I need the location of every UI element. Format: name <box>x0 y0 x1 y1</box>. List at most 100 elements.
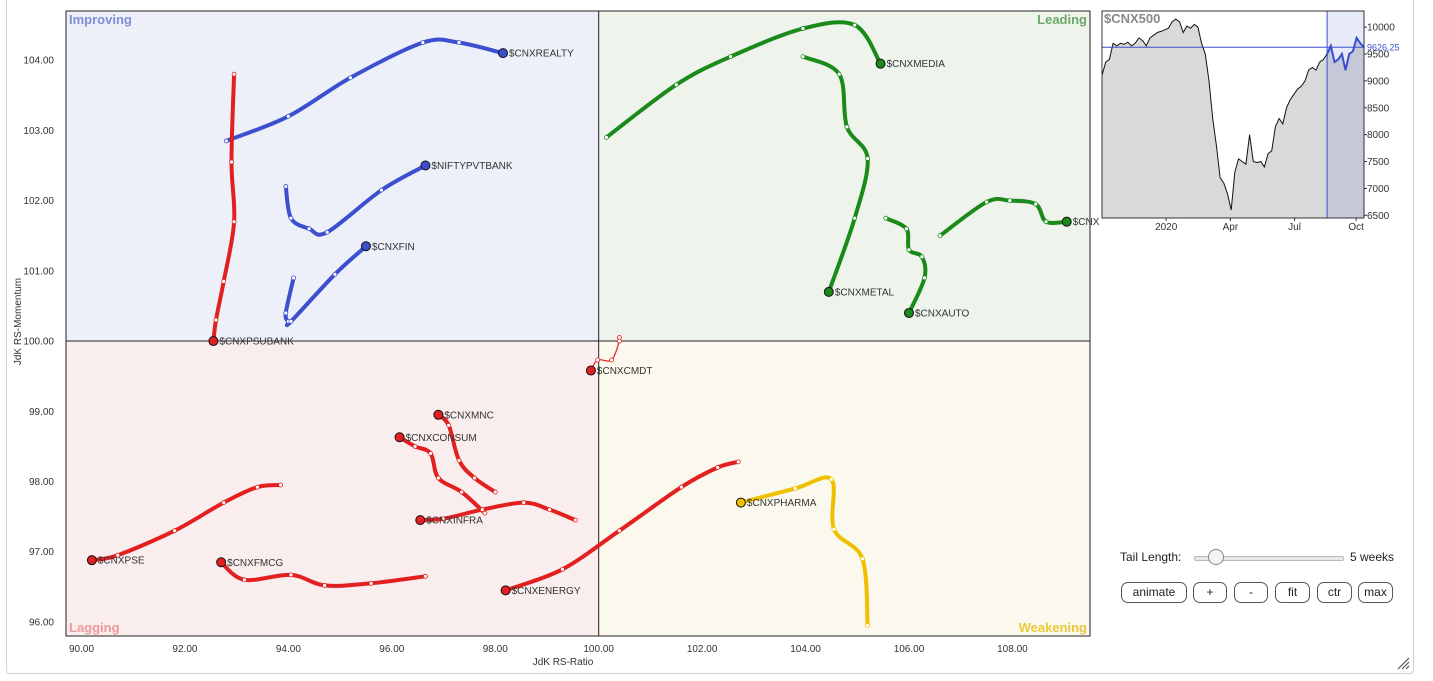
tail-length-slider[interactable] <box>1194 549 1344 565</box>
series-cnxfmcg: $CNXFMCG <box>216 557 428 588</box>
tail-point <box>348 75 353 81</box>
tail-point <box>115 552 121 558</box>
x-tick-label: 96.00 <box>379 644 404 655</box>
tail-point <box>1007 198 1013 204</box>
y-tick-label: 103.00 <box>23 126 54 137</box>
series-head <box>86 555 97 566</box>
series-label: $CNXPSE <box>98 556 145 567</box>
series-head <box>823 286 834 297</box>
series-tail <box>801 54 870 294</box>
tail-point <box>1043 219 1049 225</box>
tail-point <box>479 507 485 512</box>
tail-point <box>673 82 679 88</box>
zoom-in-button[interactable]: + <box>1193 582 1227 603</box>
series-head <box>415 515 426 526</box>
series-label: $CNXMEDIA <box>887 59 946 70</box>
series-tail <box>738 475 870 628</box>
tail-point <box>420 40 426 46</box>
tail-point <box>616 528 622 534</box>
tail-point <box>829 476 834 482</box>
tail-point <box>283 310 289 316</box>
series-head <box>433 409 444 420</box>
series-label: $CNXREALTY <box>509 49 574 60</box>
x-tick-label: 104.00 <box>790 644 821 655</box>
series-label: $CNXENERGY <box>512 586 581 597</box>
tail-point <box>715 465 721 470</box>
tail-point <box>172 528 178 534</box>
tail-point <box>792 486 798 491</box>
tail-point <box>221 278 227 284</box>
tail-point <box>865 156 871 161</box>
max-button[interactable]: max <box>1358 582 1393 603</box>
zoom-out-button[interactable]: - <box>1234 582 1268 603</box>
series-label: $CNXPHARMA <box>747 498 817 509</box>
series-label: $CNXMETAL <box>835 287 895 298</box>
tail-point <box>521 500 527 505</box>
series-head <box>500 585 511 596</box>
series-head <box>735 497 746 508</box>
slider-track[interactable] <box>1194 556 1344 561</box>
quadrant-improving <box>66 11 599 342</box>
tail-point <box>285 113 291 119</box>
series-cnxfin: $CNXFIN <box>283 241 415 328</box>
tail-point <box>278 482 284 488</box>
tail-point <box>379 187 384 193</box>
tail-point <box>595 357 601 363</box>
tail-point <box>984 199 989 205</box>
tail-point <box>368 580 374 586</box>
tail-point <box>906 247 912 253</box>
series-tail <box>89 483 283 563</box>
tail-point <box>904 226 909 232</box>
tail-point <box>865 623 871 628</box>
tail-point <box>456 458 462 463</box>
tail-point <box>492 489 498 495</box>
series-cnxpsubank: $CNXPSUBANK <box>208 71 294 348</box>
x-tick-label: 100.00 <box>583 644 614 655</box>
tail-point <box>229 159 234 165</box>
series-cnxinfra: $CNXINFRA <box>415 500 578 527</box>
x-tick-label: 98.00 <box>483 644 508 655</box>
series-label: $CNXAUTO <box>915 308 969 319</box>
tail-point <box>482 510 488 516</box>
series-niftypvtbank: $NIFTYPVTBANK <box>283 160 513 237</box>
tail-point <box>852 22 858 28</box>
series-label: $CNXMNC <box>444 410 493 421</box>
tail-point <box>456 40 462 46</box>
tail-point <box>242 577 247 583</box>
series-head <box>875 58 886 69</box>
resize-handle-icon[interactable] <box>1396 656 1410 670</box>
tail-point <box>573 517 578 523</box>
series-label: $CNXIT <box>1073 217 1100 228</box>
fit-button[interactable]: fit <box>1275 582 1310 603</box>
tail-point <box>735 459 741 465</box>
series-label: $CNXFMCG <box>227 558 283 569</box>
relative-rotation-graph: Improving Leading Lagging Weakening 90.00 92.… <box>13 10 1100 668</box>
animate-button[interactable]: animate <box>1121 582 1187 603</box>
y-tick-label: 97.00 <box>29 547 54 558</box>
x-tick-label: 102.00 <box>687 644 718 655</box>
series-head <box>498 48 509 59</box>
series-head <box>360 241 371 252</box>
center-button[interactable]: ctr <box>1317 582 1352 603</box>
tail-point <box>324 229 330 235</box>
tail-point <box>616 338 622 344</box>
series-head <box>420 160 431 171</box>
tail-point <box>288 215 294 221</box>
tail-point <box>221 500 227 505</box>
series-tail <box>219 560 428 588</box>
x-axis-label: JdK RS-Ratio <box>533 657 594 668</box>
quadrant-label-leading: Leading <box>1037 12 1087 27</box>
tail-point <box>291 275 296 281</box>
tail-point <box>459 489 465 495</box>
tail-point <box>288 572 294 578</box>
quadrant-weakening <box>598 341 1090 636</box>
x-tick-label: 92.00 <box>172 644 197 655</box>
y-tick-label: 102.00 <box>23 196 54 207</box>
series-cnxit: $CNXIT <box>937 196 1100 239</box>
y-tick-label: 104.00 <box>23 56 54 67</box>
slider-handle[interactable] <box>1208 549 1224 565</box>
series-label: $CNXCMDT <box>597 366 653 377</box>
tail-point <box>679 484 684 490</box>
series-cnxcmdt: $CNXCMDT <box>585 335 653 377</box>
tail-point <box>609 357 615 363</box>
